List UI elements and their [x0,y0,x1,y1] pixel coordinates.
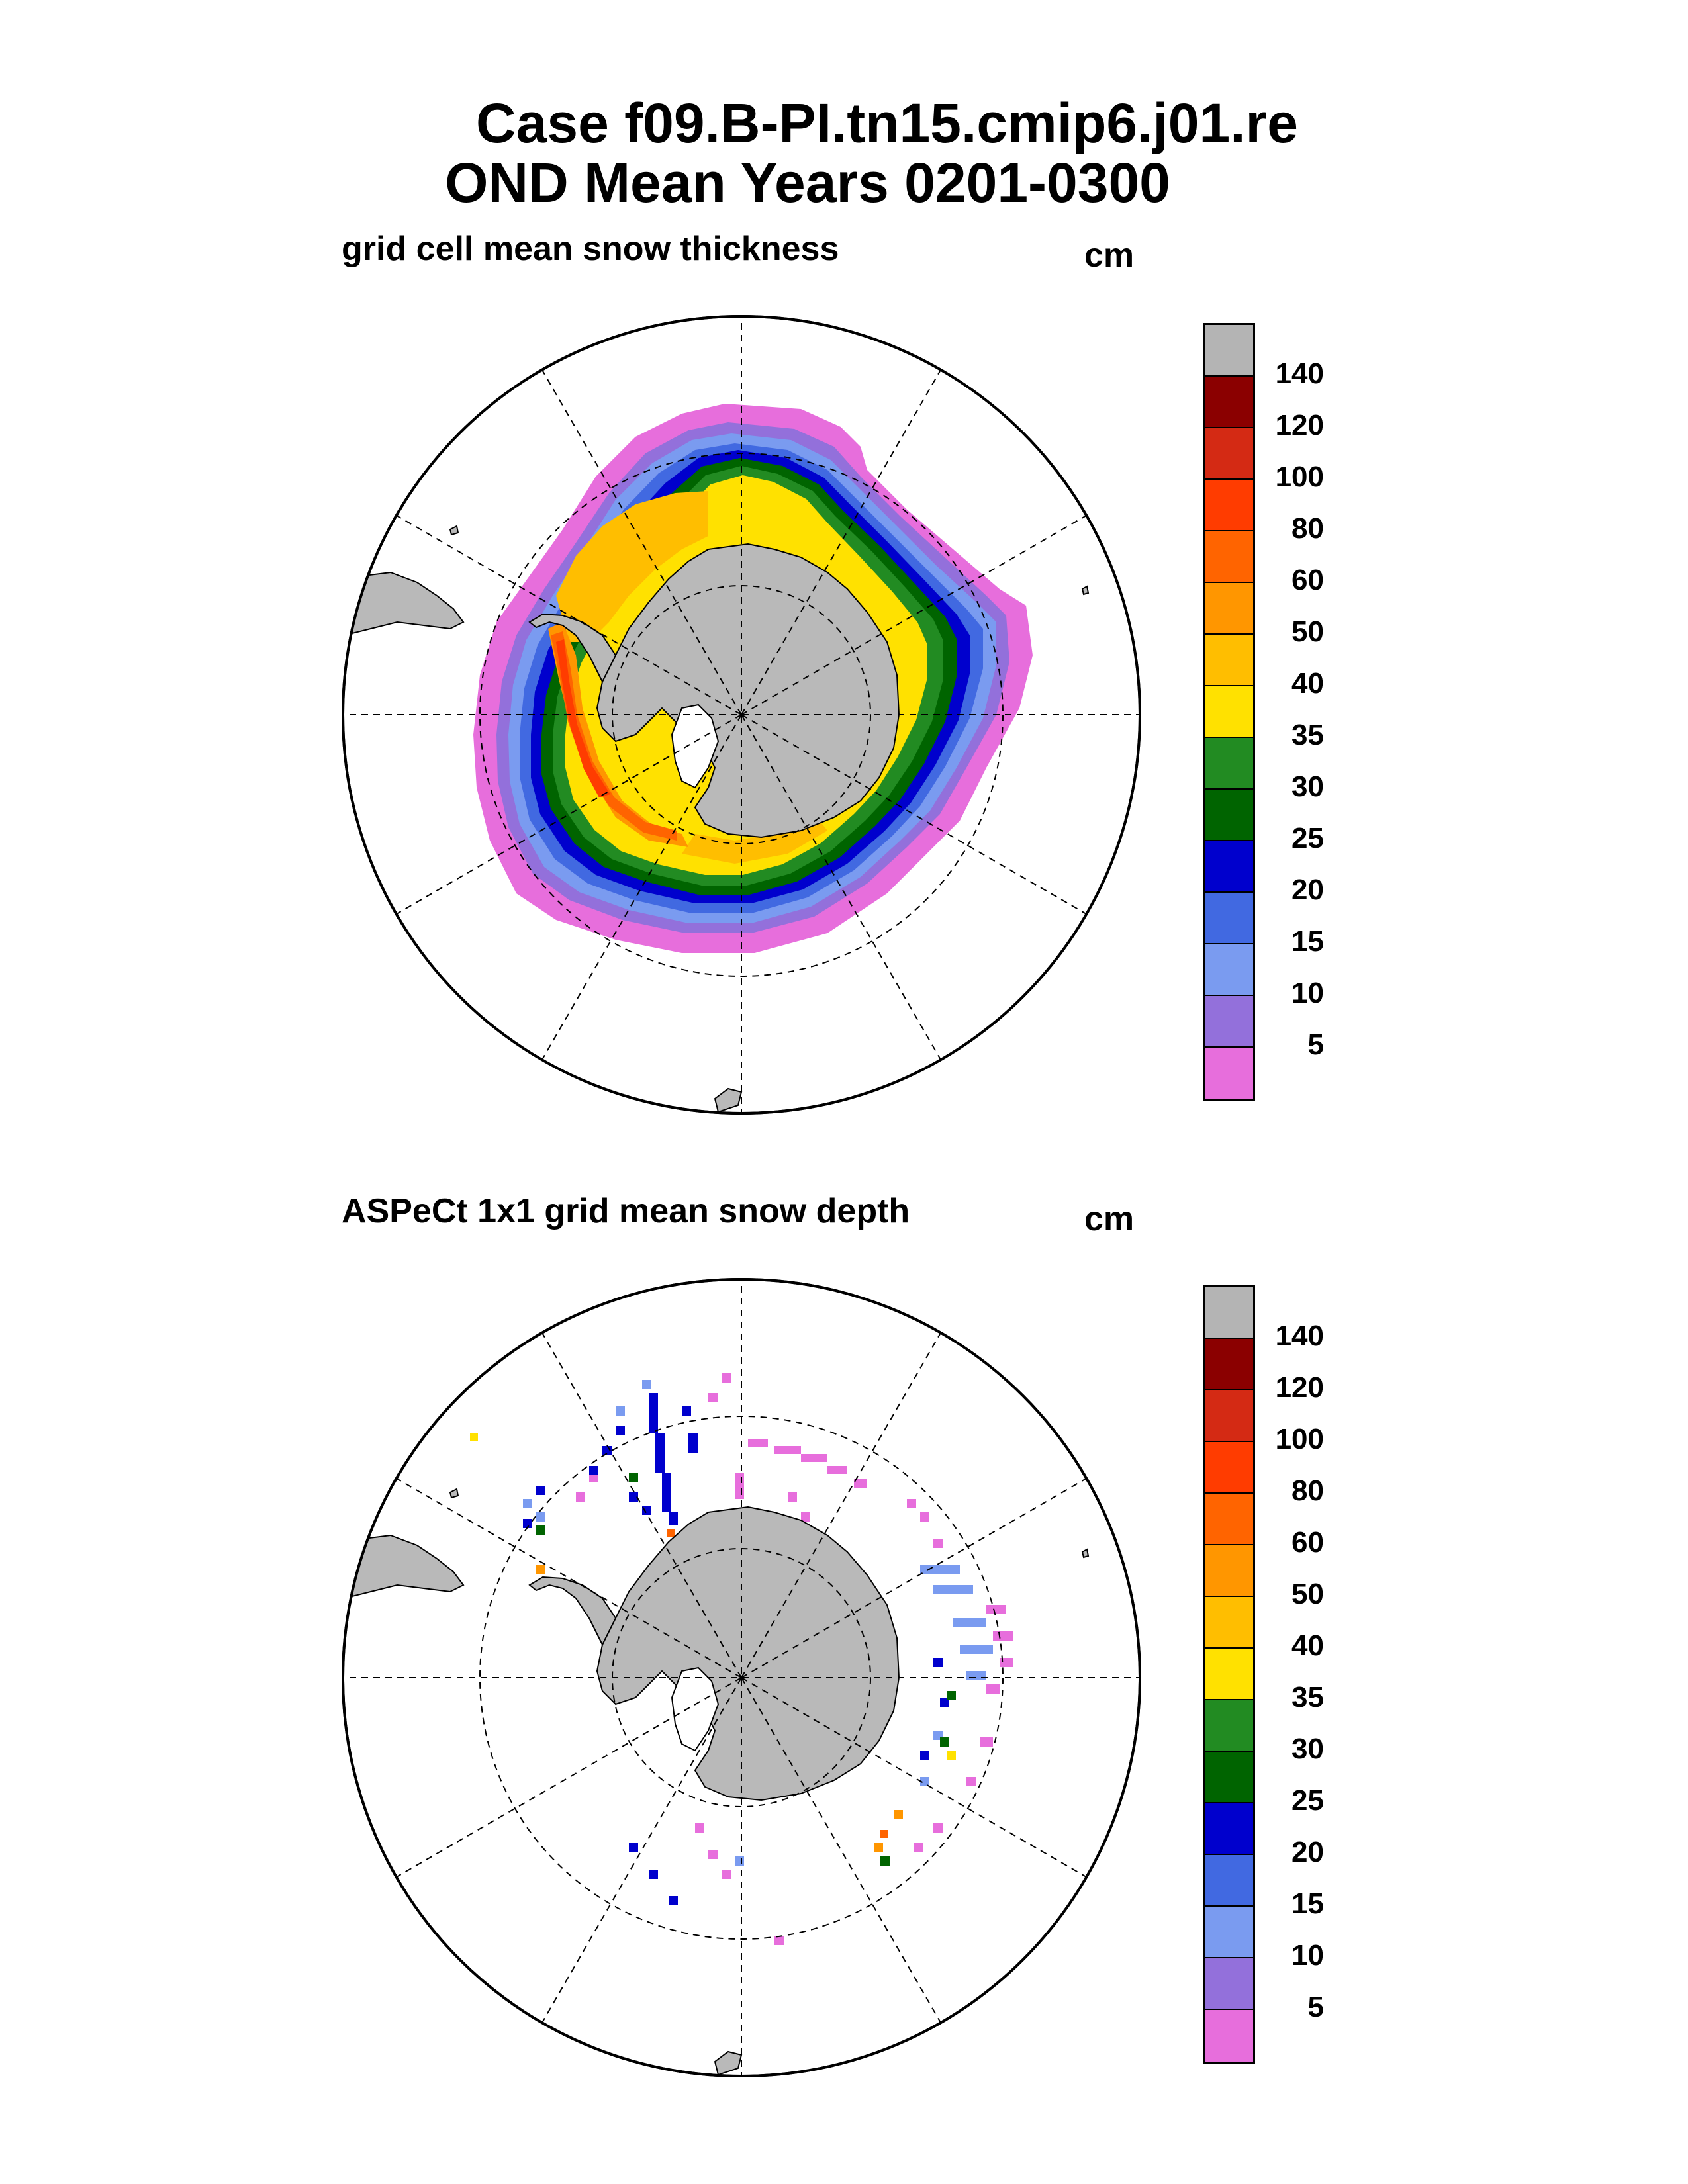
colorbar-tick-label: 140 [1275,357,1324,390]
colorbar-swatch [1205,893,1253,944]
ross-ice-shelf [671,1666,720,1752]
colorbar-tick-label: 20 [1291,1836,1324,1868]
colorbar-swatch [1205,635,1253,686]
panel1-unit: cm [1084,236,1135,275]
panel1-title: grid cell mean snow thickness [342,230,839,268]
colorbar-swatch [1205,790,1253,841]
colorbar-swatch [1205,1752,1253,1803]
colorbar-swatch [1205,1700,1253,1752]
panel2-polar-map [342,1278,1141,2077]
colorbar-tick-label: 60 [1291,1526,1324,1559]
colorbar-swatch [1205,1907,1253,1958]
title-line-1: Case f09.B-PI.tn15.cmip6.j01.re [476,92,1298,154]
colorbar-swatch [1205,1855,1253,1907]
colorbar-swatch [1205,428,1253,480]
colorbar-swatch [1205,1390,1253,1442]
snow-band-red [556,639,610,797]
colorbar-tick-label: 25 [1291,1784,1324,1817]
colorbar-tick-label: 30 [1291,1733,1324,1765]
antarctic-peninsula [528,613,617,684]
colorbar-tick-label: 20 [1291,874,1324,906]
colorbar-swatch [1205,996,1253,1048]
colorbar-tick-label: 10 [1291,1939,1324,1972]
colorbar-tick-label: 35 [1291,1681,1324,1713]
panel2-unit: cm [1084,1200,1135,1238]
colorbar-tick-label: 80 [1291,1475,1324,1507]
colorbar-tick-label: 140 [1275,1320,1324,1352]
colorbar-swatch [1205,1803,1253,1855]
colorbar-tick-label: 40 [1291,667,1324,700]
island [449,1488,459,1499]
colorbar-tick-label: 50 [1291,1578,1324,1610]
colorbar-tick-label: 120 [1275,409,1324,441]
colorbar-tick-label: 10 [1291,977,1324,1009]
panel2-title: ASPeCt 1x1 grid mean snow depth [342,1192,910,1230]
colorbar-tick-label: 5 [1307,1991,1324,2023]
colorbar-tick-label: 100 [1275,461,1324,493]
colorbar-swatch [1205,944,1253,996]
colorbar-swatch [1205,2010,1253,2062]
colorbar-tick-label: 15 [1291,925,1324,958]
colorbar-swatch [1205,480,1253,531]
colorbar-tick-label: 15 [1291,1888,1324,1920]
colorbar-swatch [1205,583,1253,635]
colorbar-swatch [1205,1048,1253,1099]
colorbar-swatch [1205,1339,1253,1390]
colorbar-tick-label: 60 [1291,564,1324,596]
colorbar-swatch [1205,1287,1253,1339]
antarctic-peninsula [528,1576,617,1647]
graticule [343,316,1140,1113]
colorbar-tick-label: 5 [1307,1028,1324,1061]
colorbar-tick-label: 25 [1291,822,1324,854]
colorbar-swatch [1205,1494,1253,1545]
title-line-2: OND Mean Years 0201-0300 [445,152,1170,214]
panel1-colorbar [1203,323,1255,1101]
island [1081,1548,1090,1559]
colorbar-swatch [1205,1649,1253,1700]
colorbar-tick-label: 120 [1275,1371,1324,1404]
island [714,2050,743,2076]
colorbar-swatch [1205,1442,1253,1494]
colorbar-tick-label: 100 [1275,1423,1324,1455]
colorbar-swatch [1205,1958,1253,2010]
ross-ice-shelf [671,704,720,789]
colorbar-tick-label: 80 [1291,512,1324,545]
colorbar-swatch [1205,1545,1253,1597]
graticule [343,1279,1140,2076]
colorbar-tick-label: 30 [1291,770,1324,803]
island [714,1087,743,1113]
colorbar-swatch [1205,531,1253,583]
colorbar-swatch [1205,841,1253,893]
island [449,525,459,536]
colorbar-tick-label: 40 [1291,1629,1324,1662]
island [1081,585,1090,596]
colorbar-swatch [1205,686,1253,738]
colorbar-swatch [1205,738,1253,790]
colorbar-swatch [1205,325,1253,377]
colorbar-swatch [1205,377,1253,428]
colorbar-tick-label: 35 [1291,719,1324,751]
panel2-colorbar [1203,1285,1255,2064]
snow-band-gold [556,491,827,864]
colorbar-tick-label: 50 [1291,615,1324,648]
panel1-polar-map [342,315,1141,1115]
colorbar-swatch [1205,1597,1253,1649]
